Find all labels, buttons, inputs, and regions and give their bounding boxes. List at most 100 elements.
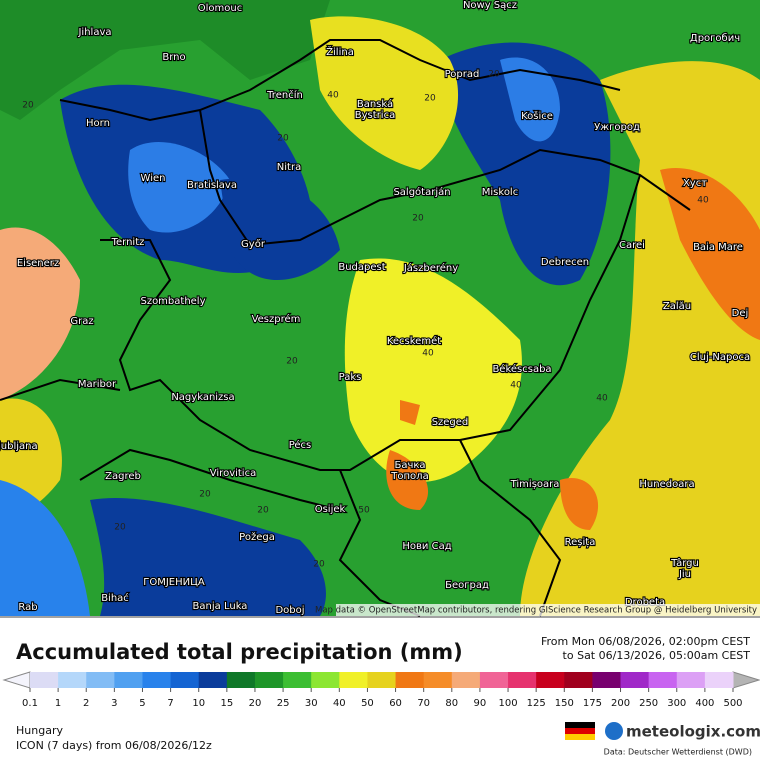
colorbar-segment [423, 672, 453, 688]
colorbar-segment [564, 672, 593, 688]
colorbar-segment [648, 672, 678, 688]
city-label: Požega [239, 531, 275, 543]
contour-label: 40 [697, 196, 709, 206]
city-label: Nitra [277, 162, 301, 173]
title: Accumulated total precipitation (mm) [16, 640, 463, 664]
city-label: Brno [162, 52, 185, 63]
city-label: Pécs [289, 439, 312, 451]
colorbar-tick-label: 0.1 [22, 698, 38, 709]
city-label: Győr [241, 238, 266, 250]
city-label: Дрогобич [690, 33, 740, 44]
colorbar-tick-label: 3 [111, 698, 117, 709]
contour-label: 40 [327, 91, 339, 101]
colorbar-segment [479, 672, 509, 688]
colorbar-segment [395, 672, 425, 688]
colorbar-arrow [732, 671, 760, 689]
colorbar: 0.1 1 2 3 5 7 10 15 20 25 30 40 50 60 70 80 90 100 125 150 1… [2, 671, 760, 709]
city-label: Wien [141, 173, 166, 184]
colorbar-segment [114, 672, 143, 688]
colorbar-segment [58, 672, 87, 688]
city-label: Poprad [445, 69, 480, 80]
city-label: Eisenerz [17, 258, 59, 269]
city-label: Ужгород [594, 122, 640, 133]
map [0, 0, 760, 617]
contour-label: 20 [199, 490, 211, 500]
flag [565, 722, 595, 740]
contour-label: 20 [313, 560, 325, 570]
city-label: ГОМЈЕНИЦА [143, 577, 205, 588]
city-label: Timișoara [510, 479, 560, 490]
colorbar-tick-label: 80 [445, 698, 458, 709]
colorbar-segment [283, 672, 312, 688]
colorbar-segment [704, 672, 734, 688]
colorbar-segment [142, 672, 172, 688]
city-label: Žilina [326, 45, 354, 58]
city-label: Veszprém [252, 313, 301, 325]
colorbar-tick-label: 400 [695, 698, 714, 709]
city-label: Бачка [394, 460, 425, 471]
city-label: Zalău [663, 301, 691, 312]
city-label: Ternitz [111, 237, 145, 248]
attribution: Map data © OpenStreetMap contributors, r… [315, 606, 757, 616]
colorbar-segment [339, 672, 368, 688]
brand[interactable]: meteologix.com [626, 723, 760, 741]
city-label: Bystrica [355, 110, 395, 121]
city-label: Bihać [101, 592, 129, 604]
city-label: Jászberény [403, 262, 458, 274]
city-label: Trenčín [266, 89, 303, 101]
city-label: Dej [732, 308, 749, 319]
region: Hungary [16, 724, 63, 737]
city-label: Békéscsaba [492, 363, 551, 375]
city-label: Szombathely [140, 296, 205, 307]
city-label: Cluj-Napoca [690, 352, 750, 363]
colorbar-tick-label: 100 [498, 698, 517, 709]
city-label: Jihlava [77, 27, 111, 38]
colorbar-tick-label: 90 [474, 698, 487, 709]
city-label: Virovitica [210, 468, 256, 479]
colorbar-tick-label: 25 [277, 698, 290, 709]
city-label: Jiu [678, 569, 691, 580]
colorbar-tick-label: 200 [611, 698, 630, 709]
contour-label: 50 [358, 506, 370, 516]
city-label: Miskolc [482, 187, 518, 198]
city-label: Košice [521, 110, 553, 122]
city-label: Horn [86, 118, 110, 129]
colorbar-segment [30, 672, 59, 688]
colorbar-arrow [2, 671, 31, 689]
city-label: Zagreb [105, 471, 141, 482]
colorbar-segment [254, 672, 284, 688]
colorbar-segment [367, 672, 397, 688]
contour-label: 20 [412, 214, 424, 224]
colorbar-tick-label: 125 [527, 698, 546, 709]
city-label: Ljubljana [0, 441, 38, 452]
colorbar-segment [226, 672, 256, 688]
city-label: Târgu [670, 557, 699, 569]
colorbar-segment [620, 672, 650, 688]
colorbar-tick-label: 250 [639, 698, 658, 709]
colorbar-tick-label: 40 [333, 698, 346, 709]
colorbar-segment [676, 672, 706, 688]
city-label: Bratislava [187, 180, 237, 191]
colorbar-segment [170, 672, 200, 688]
contour-label: 40 [596, 394, 608, 404]
colorbar-tick-label: 150 [555, 698, 574, 709]
city-label: Хуст [683, 178, 707, 189]
contour-label: 40 [422, 349, 434, 359]
colorbar-tick-label: 7 [167, 698, 173, 709]
contour-label: 20 [424, 94, 436, 104]
city-label: Нови Сад [402, 541, 451, 552]
colorbar-segment [86, 672, 115, 688]
city-label: Београд [445, 580, 489, 591]
colorbar-tick-label: 2 [83, 698, 89, 709]
city-label: Budapest [338, 262, 385, 273]
city-label: Olomouc [198, 3, 242, 14]
city-label: Paks [339, 372, 362, 383]
colorbar-tick-label: 300 [667, 698, 686, 709]
contour-label: 40 [510, 381, 522, 391]
city-label: Banská [357, 98, 393, 110]
contour-label: 20 [257, 506, 269, 516]
city-label: Maribor [78, 379, 117, 390]
colorbar-tick-label: 20 [249, 698, 262, 709]
date-to: to Sat 06/13/2026, 05:00am CEST [563, 649, 751, 662]
